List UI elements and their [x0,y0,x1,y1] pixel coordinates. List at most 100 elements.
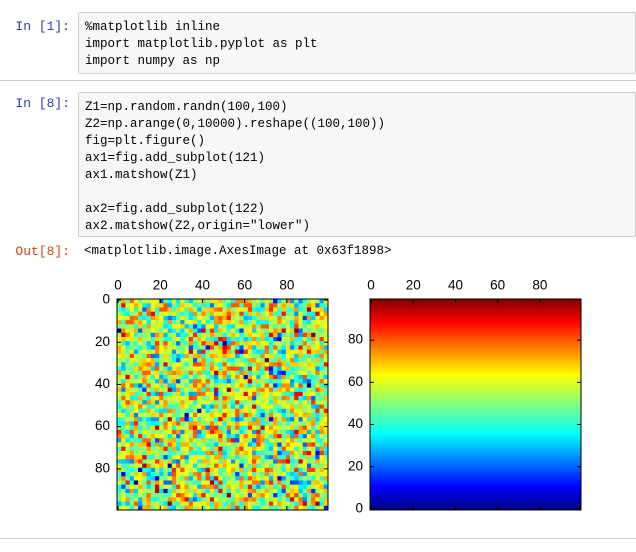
pixel [306,497,312,502]
pixel [290,446,295,452]
pixel [264,332,270,338]
pixel [298,303,303,308]
pixel [294,383,299,388]
pixel [138,349,143,355]
pixel [285,353,291,359]
pixel [306,299,312,304]
pixel [226,480,232,485]
pixel [125,455,130,460]
pixel [197,391,202,397]
pixel [188,345,194,350]
pixel [133,446,139,452]
pixel [180,501,185,507]
pixel [281,442,287,447]
code-cell[interactable]: Z1=np.random.randn(100,100) Z2=np.arange(… [78,92,636,237]
pixel [121,476,126,481]
pixel [319,408,325,414]
pixel [154,497,160,502]
pixel [138,425,143,431]
pixel [142,463,147,469]
pixel [247,328,253,334]
pixel [323,370,329,376]
pixel [129,476,135,481]
pixel [192,438,198,443]
pixel [260,442,265,447]
pixel [192,303,198,308]
pixel [256,488,261,494]
pixel [150,480,156,485]
pixel [247,307,253,312]
pixel [306,387,312,393]
pixel [264,379,270,384]
pixel [239,383,244,388]
pixel [188,497,194,502]
pixel [171,438,177,443]
pixel [163,442,168,447]
pixel [323,387,329,393]
pixel [180,315,185,321]
pixel [138,488,143,494]
pixel [197,484,202,490]
pixel [176,332,181,338]
pixel [214,391,219,397]
pixel [230,505,236,511]
pixel [142,391,147,397]
pixel [184,366,190,372]
pixel [180,408,185,414]
pixel [188,463,194,469]
pixel [218,324,223,329]
pixel [180,488,185,494]
pixel [311,383,316,388]
pixel [188,505,194,511]
pixel [171,408,177,414]
pixel [133,358,139,363]
pixel [311,303,316,308]
pixel [230,459,236,464]
pixel [142,408,147,414]
pixel [319,315,325,321]
pixel [290,472,295,477]
pixel [117,501,122,507]
pixel [146,328,152,334]
pixel [226,366,232,372]
pixel [192,450,198,456]
pixel [192,379,198,384]
pixel [281,412,287,418]
y-tick-label: 20 [95,334,110,349]
pixel [315,311,320,317]
pixel [252,442,257,447]
pixel [138,332,143,338]
pixel [129,484,135,490]
pixel [311,353,316,359]
pixel [121,362,126,367]
pixel [260,472,265,477]
pixel [205,505,211,511]
pixel [230,349,236,355]
pixel [264,438,270,443]
pixel [281,358,287,363]
pixel [150,311,156,317]
pixel [129,336,135,342]
pixel [209,488,215,494]
pixel [146,370,152,376]
pixel [239,345,244,350]
pixel [256,320,261,325]
y-tick-label: 60 [95,418,110,433]
pixel [218,472,223,477]
pixel [323,315,329,321]
pixel [302,315,308,321]
pixel [171,362,177,367]
pixel [197,345,202,350]
pixel [188,417,194,422]
pixel [306,404,312,410]
pixel [306,366,312,372]
pixel [205,341,211,346]
pixel [273,358,278,363]
pixel [243,476,249,481]
pixel [142,421,147,426]
code-cell[interactable]: %matplotlib inline import matplotlib.pypl… [78,12,636,74]
pixel [319,438,325,443]
pixel [306,442,312,447]
pixel [302,434,308,439]
pixel [298,484,303,490]
